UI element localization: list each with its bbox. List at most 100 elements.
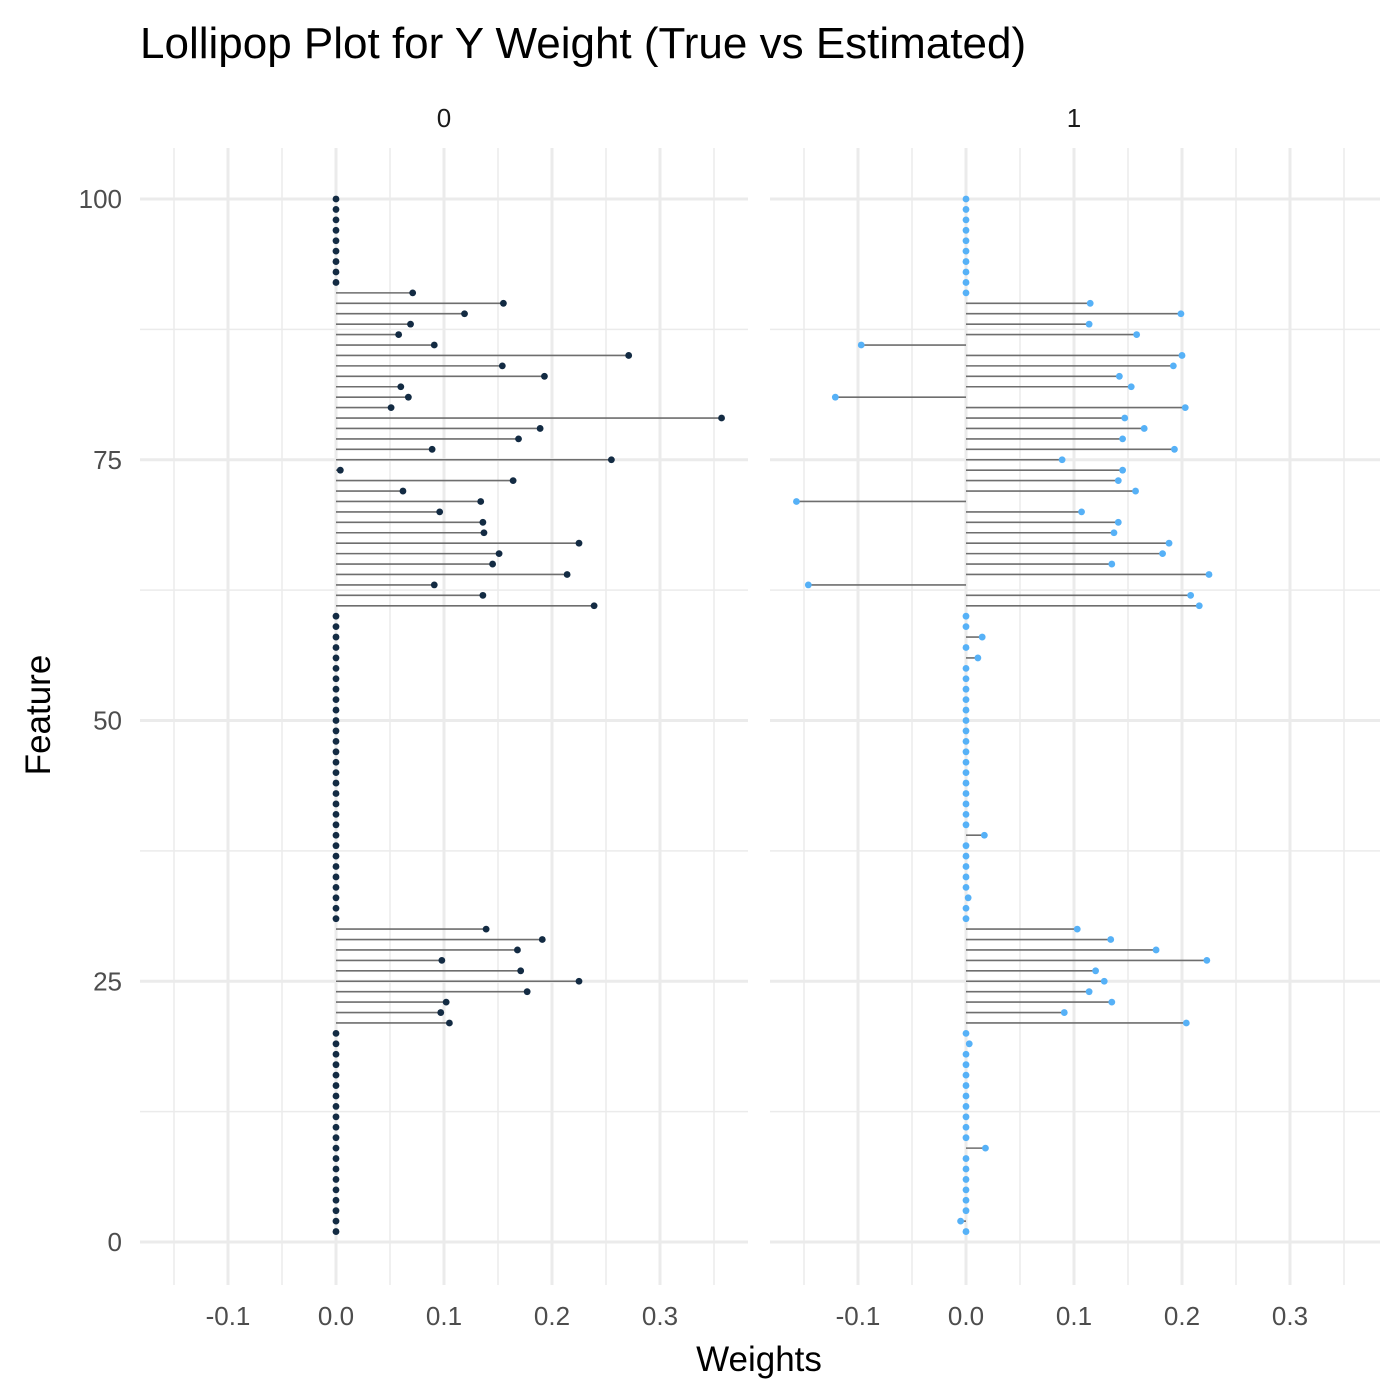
lollipop-point — [1152, 946, 1160, 954]
lollipop-point — [978, 633, 986, 641]
lollipop-point — [962, 748, 970, 756]
lollipop-point — [479, 591, 487, 599]
lollipop-point — [428, 445, 436, 453]
lollipop-point — [332, 873, 340, 881]
lollipop-point — [332, 852, 340, 860]
lollipop-point — [332, 279, 340, 286]
lollipop-point — [332, 769, 340, 777]
lollipop-point — [514, 946, 521, 954]
y-axis-title: Feature — [19, 655, 58, 776]
lollipop-point — [962, 612, 970, 620]
lollipop-point — [1085, 320, 1093, 328]
lollipop-point — [1165, 539, 1173, 547]
lollipop-point — [962, 623, 970, 631]
lollipop-point — [982, 1144, 989, 1152]
lollipop-point — [1085, 988, 1093, 996]
lollipop-point — [332, 810, 340, 818]
lollipop-point — [964, 894, 972, 902]
x-tick-label: 0.3 — [1272, 1301, 1308, 1331]
panel-1-lollipops — [793, 195, 1213, 1235]
lollipop-point — [962, 873, 970, 881]
lollipop-point — [332, 1092, 340, 1100]
lollipop-point — [332, 727, 340, 735]
lollipop-point — [962, 1165, 970, 1173]
lollipop-point — [332, 654, 340, 662]
y-tick-label: 100 — [79, 184, 122, 214]
lollipop-point — [438, 956, 446, 964]
lollipop-point — [332, 237, 340, 245]
lollipop-point — [962, 737, 970, 745]
lollipop-point — [387, 404, 395, 411]
lollipop-point — [962, 289, 970, 297]
lollipop-point — [409, 289, 417, 297]
lollipop-point — [332, 696, 340, 704]
lollipop-point — [332, 842, 340, 850]
lollipop-point — [962, 863, 970, 870]
lollipop-point — [962, 883, 970, 891]
lollipop-point — [962, 904, 970, 912]
lollipop-point — [575, 539, 583, 547]
lollipop-point — [1115, 372, 1123, 380]
lollipop-point — [608, 456, 615, 464]
lollipop-point — [332, 685, 340, 693]
lollipop-point — [1121, 414, 1129, 422]
lollipop-point — [332, 1061, 340, 1069]
lollipop-point — [962, 644, 970, 651]
lollipop-point — [962, 247, 970, 255]
lollipop-point — [437, 1009, 445, 1016]
lollipop-point — [332, 758, 340, 766]
lollipop-point — [962, 706, 970, 714]
lollipop-point — [489, 560, 496, 568]
lollipop-point — [332, 821, 340, 829]
lollipop-point — [1114, 477, 1122, 485]
lollipop-point — [332, 748, 340, 756]
lollipop-point — [962, 1196, 970, 1204]
lollipop-point — [962, 1176, 970, 1183]
lollipop-point — [962, 1155, 970, 1162]
lollipop-point — [332, 1144, 340, 1152]
lollipop-point — [1119, 466, 1126, 474]
lollipop-point — [1107, 936, 1115, 943]
lollipop-point — [1073, 925, 1081, 933]
lollipop-point — [1140, 425, 1148, 432]
lollipop-point — [332, 1123, 340, 1131]
lollipop-point — [575, 977, 583, 985]
lollipop-point — [332, 206, 340, 213]
lollipop-point — [857, 341, 865, 349]
lollipop-point — [1108, 998, 1116, 1006]
lollipop-point — [793, 498, 800, 505]
chart-title: Lollipop Plot for Y Weight (True vs Esti… — [140, 19, 1026, 68]
lollipop-point — [332, 737, 340, 745]
panel-0-grid — [140, 148, 748, 1285]
lollipop-point — [332, 268, 340, 276]
lollipop-point — [1127, 383, 1135, 391]
lollipop-point — [332, 623, 340, 631]
lollipop-point — [509, 477, 517, 485]
lollipop-point — [397, 383, 405, 391]
lollipop-point — [962, 1113, 970, 1121]
lollipop-point — [538, 936, 546, 943]
x-tick-label: 0.2 — [1164, 1301, 1200, 1331]
lollipop-point — [1205, 571, 1213, 578]
lollipop-point — [395, 331, 403, 338]
lollipop-point — [1114, 518, 1122, 526]
lollipop-point — [1195, 602, 1203, 610]
lollipop-point — [461, 310, 468, 318]
lollipop-point — [332, 1165, 340, 1173]
lollipop-point — [1078, 508, 1085, 516]
lollipop-point — [332, 717, 340, 724]
lollipop-point — [962, 800, 970, 808]
lollipop-point — [332, 1155, 340, 1162]
lollipop-point — [962, 237, 970, 245]
lollipop-point — [962, 696, 970, 704]
lollipop-point — [332, 216, 340, 224]
x-tick-label: 0.0 — [948, 1301, 984, 1331]
lollipop-point — [1133, 331, 1141, 338]
lollipop-point — [804, 581, 812, 589]
lollipop-point — [1159, 550, 1166, 558]
lollipop-point — [962, 779, 970, 787]
lollipop-point — [962, 206, 970, 213]
lollipop-point — [962, 821, 970, 829]
lollipop-point — [962, 1186, 970, 1194]
lollipop-point — [962, 258, 970, 265]
